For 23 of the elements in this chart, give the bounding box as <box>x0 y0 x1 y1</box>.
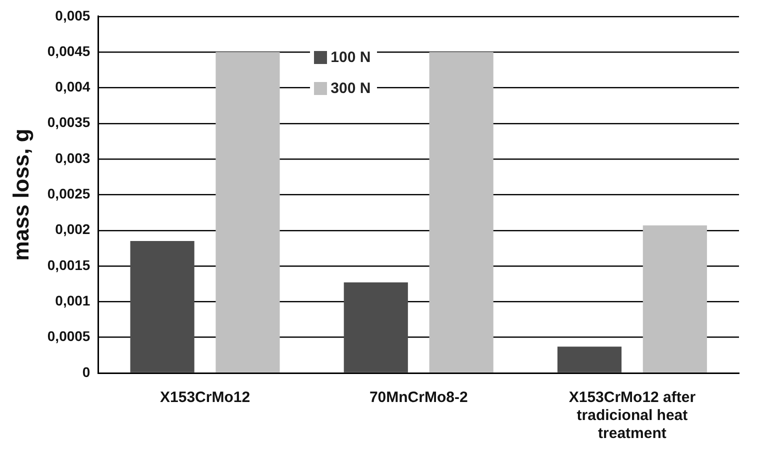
x-tick-label: 70MnCrMo8-2 <box>369 389 468 406</box>
y-axis-title: mass loss, g <box>8 128 34 261</box>
y-tick-label: 0,0045 <box>47 42 90 59</box>
y-tick-label: 0,0025 <box>47 186 90 202</box>
y-tick-label: 0,002 <box>55 221 90 238</box>
bar <box>429 52 494 372</box>
y-tick-label: 0,001 <box>55 292 90 309</box>
bar <box>642 225 707 372</box>
y-tick-label: 0 <box>82 364 90 380</box>
bar <box>216 52 280 372</box>
y-tick-label: 0,005 <box>55 7 90 24</box>
y-tick-label: 0,0035 <box>47 114 90 130</box>
bar <box>344 282 408 372</box>
y-tick-label: 0,0015 <box>47 256 90 273</box>
y-tick-label: 0,003 <box>55 150 90 166</box>
bar <box>557 346 622 372</box>
y-tick-label: 0,0005 <box>47 328 90 344</box>
legend-label: 300 N <box>330 80 371 97</box>
legend-label: 100 N <box>330 48 371 66</box>
y-tick-label: 0,004 <box>55 78 90 95</box>
x-tick-label: X153CrMo12 after tradicional heat treatment <box>568 389 696 442</box>
x-tick-label: X153CrMo12 <box>160 389 250 406</box>
bar <box>130 241 194 372</box>
